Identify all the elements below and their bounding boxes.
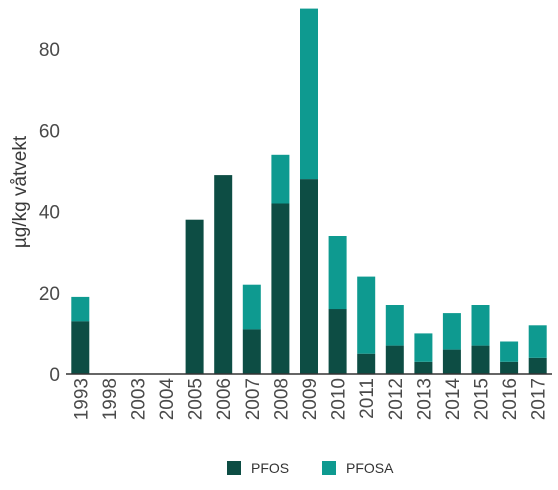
bar-pfosa-2013 xyxy=(414,333,433,362)
bar-pfosa-2017 xyxy=(528,325,547,358)
x-tick-label: 1998 xyxy=(100,378,121,420)
bar-pfosa-1993 xyxy=(71,296,90,322)
y-tick-label: 60 xyxy=(39,121,60,142)
bar-pfos-2016 xyxy=(500,361,519,374)
bar-pfos-2011 xyxy=(357,353,376,374)
bar-pfos-2006 xyxy=(214,175,233,374)
bar-pfos-2014 xyxy=(442,349,461,374)
bar-pfos-2009 xyxy=(300,179,318,374)
x-tick-label: 2006 xyxy=(214,378,235,420)
bar-pfos-2015 xyxy=(471,345,490,374)
y-tick-label: 80 xyxy=(39,40,60,61)
x-tick-label: 2007 xyxy=(243,378,264,420)
x-axis-ticks: 1993 1998 2003 2004 2005 2006 2007 2008 2009 2010… xyxy=(71,378,549,421)
x-tick-label: 2004 xyxy=(157,378,178,421)
legend-label-pfosa: PFOSA xyxy=(346,460,394,476)
bar-pfosa-2009 xyxy=(300,8,318,180)
x-tick-label: 2012 xyxy=(386,378,407,420)
bar-pfosa-2015 xyxy=(471,305,490,346)
legend-swatch-pfosa xyxy=(322,461,336,475)
bar-pfos-2005 xyxy=(185,219,204,374)
bar-pfos-2007 xyxy=(242,329,261,374)
x-tick-label: 2010 xyxy=(329,378,350,420)
legend: PFOS PFOSA xyxy=(227,460,394,476)
bar-pfosa-2012 xyxy=(385,305,404,346)
legend-label-pfos: PFOS xyxy=(251,460,289,476)
y-tick-label: 40 xyxy=(39,203,60,224)
bar-pfosa-2007 xyxy=(242,284,261,330)
x-tick-label: 2011 xyxy=(357,378,378,419)
x-tick-label: 2013 xyxy=(414,378,435,420)
bars-group xyxy=(71,8,547,374)
x-tick-label: 2014 xyxy=(443,378,464,421)
x-tick-label: 2003 xyxy=(129,378,150,420)
bar-pfos-1993 xyxy=(71,321,90,374)
bar-pfosa-2014 xyxy=(442,313,461,350)
bar-pfosa-2008 xyxy=(271,154,290,204)
bar-pfosa-2011 xyxy=(357,276,376,354)
y-tick-label: 0 xyxy=(49,365,60,386)
bar-pfos-2017 xyxy=(528,357,547,374)
bar-pfos-2012 xyxy=(385,345,404,374)
x-tick-label: 2015 xyxy=(472,378,493,420)
x-tick-label: 2017 xyxy=(529,378,550,420)
x-tick-label: 1993 xyxy=(71,378,92,420)
x-tick-label: 2009 xyxy=(300,378,321,420)
y-tick-label: 20 xyxy=(39,284,60,305)
y-axis-title: µg/kg våtvekt xyxy=(10,135,31,248)
x-tick-label: 2008 xyxy=(271,378,292,420)
bar-pfosa-2016 xyxy=(500,341,519,362)
y-axis-ticks: 0 20 40 60 80 xyxy=(39,40,60,386)
legend-swatch-pfos xyxy=(227,461,241,475)
bar-pfos-2010 xyxy=(328,309,347,374)
x-tick-label: 2005 xyxy=(186,378,207,420)
bar-pfos-2008 xyxy=(271,203,290,374)
bar-pfos-2013 xyxy=(414,361,433,374)
x-tick-label: 2016 xyxy=(500,378,521,420)
bar-pfosa-2010 xyxy=(328,236,347,310)
